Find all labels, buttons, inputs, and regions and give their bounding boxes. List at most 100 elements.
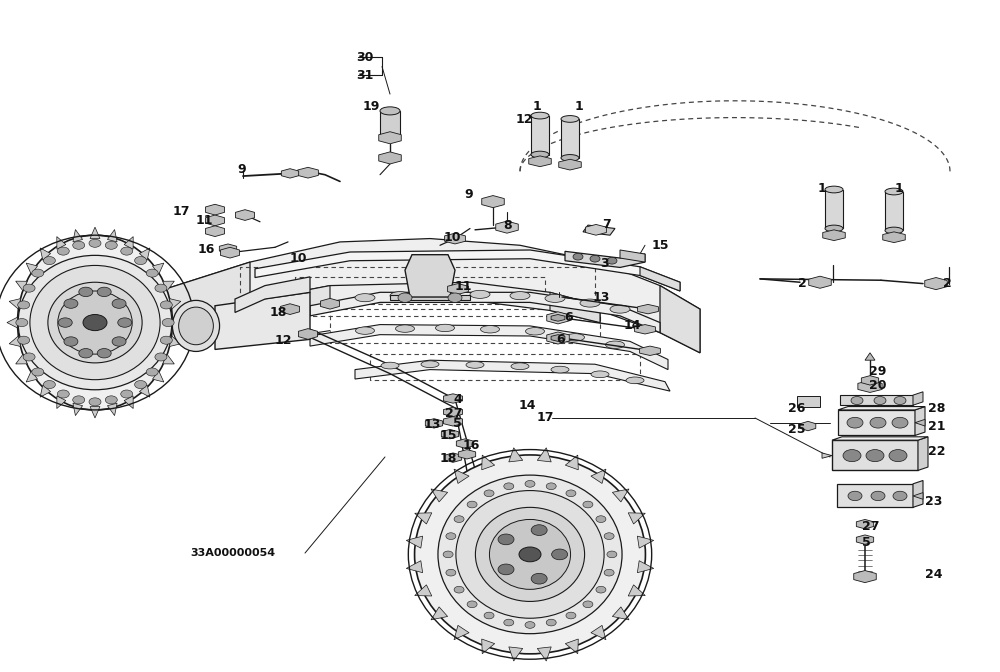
Circle shape bbox=[398, 293, 412, 302]
Circle shape bbox=[546, 483, 556, 490]
Text: 1: 1 bbox=[575, 99, 584, 113]
Polygon shape bbox=[310, 325, 668, 370]
Polygon shape bbox=[7, 317, 18, 328]
Polygon shape bbox=[809, 276, 831, 288]
Ellipse shape bbox=[511, 363, 529, 370]
Circle shape bbox=[870, 417, 886, 428]
Circle shape bbox=[43, 380, 55, 388]
Circle shape bbox=[596, 516, 606, 523]
Polygon shape bbox=[379, 132, 401, 144]
Polygon shape bbox=[16, 281, 27, 291]
Polygon shape bbox=[40, 385, 51, 397]
Ellipse shape bbox=[885, 188, 903, 195]
Circle shape bbox=[604, 569, 614, 576]
Ellipse shape bbox=[610, 305, 630, 313]
Polygon shape bbox=[822, 453, 832, 458]
Circle shape bbox=[79, 349, 93, 358]
Polygon shape bbox=[640, 346, 660, 355]
Polygon shape bbox=[406, 560, 423, 573]
Polygon shape bbox=[298, 329, 318, 339]
Circle shape bbox=[32, 269, 44, 277]
Text: 15: 15 bbox=[440, 429, 458, 442]
Circle shape bbox=[893, 491, 907, 501]
Polygon shape bbox=[173, 317, 183, 328]
Text: 2: 2 bbox=[943, 277, 952, 290]
Circle shape bbox=[607, 551, 617, 558]
Circle shape bbox=[843, 450, 861, 462]
Circle shape bbox=[874, 396, 886, 405]
Polygon shape bbox=[551, 335, 565, 341]
Text: 9: 9 bbox=[464, 188, 473, 202]
Ellipse shape bbox=[18, 235, 173, 410]
Circle shape bbox=[64, 337, 78, 346]
Polygon shape bbox=[169, 298, 181, 309]
Polygon shape bbox=[565, 251, 645, 267]
Ellipse shape bbox=[172, 300, 220, 351]
Circle shape bbox=[546, 619, 556, 626]
Polygon shape bbox=[425, 419, 443, 428]
Ellipse shape bbox=[390, 292, 410, 300]
Text: 21: 21 bbox=[928, 419, 946, 433]
Text: 13: 13 bbox=[424, 418, 441, 431]
Polygon shape bbox=[443, 417, 463, 426]
Ellipse shape bbox=[58, 291, 132, 354]
Ellipse shape bbox=[380, 107, 400, 115]
Polygon shape bbox=[550, 292, 600, 323]
Circle shape bbox=[23, 284, 35, 292]
Circle shape bbox=[23, 353, 35, 361]
Circle shape bbox=[552, 549, 568, 560]
Polygon shape bbox=[547, 312, 569, 324]
Circle shape bbox=[889, 450, 907, 462]
Ellipse shape bbox=[545, 294, 565, 302]
Text: 14: 14 bbox=[624, 319, 642, 332]
Polygon shape bbox=[310, 292, 660, 333]
Polygon shape bbox=[139, 385, 150, 397]
Ellipse shape bbox=[551, 366, 569, 373]
Text: 28: 28 bbox=[928, 402, 945, 415]
Polygon shape bbox=[458, 450, 476, 459]
Polygon shape bbox=[444, 453, 462, 462]
Text: 6: 6 bbox=[564, 311, 573, 325]
Polygon shape bbox=[390, 295, 470, 300]
Polygon shape bbox=[57, 396, 66, 409]
Circle shape bbox=[112, 299, 126, 308]
Text: 18: 18 bbox=[270, 306, 287, 319]
Circle shape bbox=[121, 390, 133, 398]
Polygon shape bbox=[90, 227, 100, 239]
Ellipse shape bbox=[526, 327, 544, 335]
Polygon shape bbox=[800, 421, 816, 431]
Polygon shape bbox=[443, 407, 463, 417]
Polygon shape bbox=[482, 455, 495, 470]
Polygon shape bbox=[565, 455, 578, 470]
Polygon shape bbox=[838, 407, 925, 410]
Ellipse shape bbox=[480, 325, 500, 333]
Circle shape bbox=[596, 586, 606, 593]
Circle shape bbox=[454, 586, 464, 593]
Circle shape bbox=[89, 398, 101, 406]
Polygon shape bbox=[529, 156, 551, 167]
Circle shape bbox=[73, 241, 85, 249]
Polygon shape bbox=[215, 292, 310, 349]
Polygon shape bbox=[260, 282, 600, 323]
Polygon shape bbox=[73, 403, 83, 415]
Polygon shape bbox=[537, 448, 551, 462]
Circle shape bbox=[448, 293, 462, 302]
Ellipse shape bbox=[415, 455, 645, 654]
Ellipse shape bbox=[531, 112, 549, 119]
Polygon shape bbox=[155, 292, 170, 343]
Ellipse shape bbox=[396, 325, 415, 333]
Polygon shape bbox=[441, 429, 459, 439]
Text: 2: 2 bbox=[798, 277, 807, 290]
Polygon shape bbox=[583, 225, 615, 235]
Polygon shape bbox=[355, 360, 670, 391]
Polygon shape bbox=[443, 394, 463, 403]
Polygon shape bbox=[531, 116, 549, 155]
Ellipse shape bbox=[626, 377, 644, 384]
Circle shape bbox=[504, 619, 514, 626]
Text: 6: 6 bbox=[556, 333, 565, 346]
Polygon shape bbox=[547, 332, 569, 344]
Polygon shape bbox=[26, 371, 38, 382]
Polygon shape bbox=[861, 376, 879, 385]
Circle shape bbox=[583, 601, 593, 607]
Circle shape bbox=[604, 533, 614, 540]
